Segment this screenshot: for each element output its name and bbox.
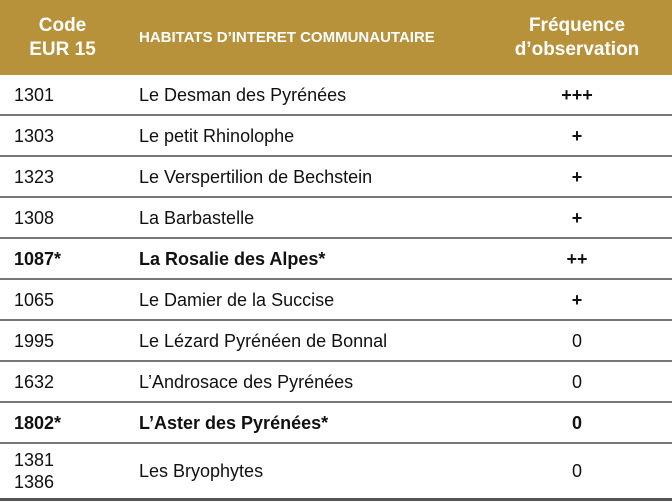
table-cell: Le petit Rhinolophe bbox=[125, 115, 482, 157]
table-cell: + bbox=[482, 115, 672, 157]
table-row: 1802* L’Aster des Pyrénées* 0 bbox=[0, 402, 672, 444]
table-cell: La Barbastelle bbox=[125, 197, 482, 239]
header-cell: Code EUR 15 bbox=[0, 0, 125, 75]
table-cell: 1995 bbox=[0, 320, 125, 362]
table-cell: 1802* bbox=[0, 402, 125, 444]
table-cell: Le Damier de la Succise bbox=[125, 279, 482, 321]
table-cell: Le Lézard Pyrénéen de Bonnal bbox=[125, 320, 482, 362]
header-row: Code EUR 15 HABITATS D’INTERET COMMUNAUT… bbox=[0, 0, 672, 75]
table-row: 1065 Le Damier de la Succise + bbox=[0, 279, 672, 321]
table-cell: + bbox=[482, 197, 672, 239]
table-row: 1308 La Barbastelle + bbox=[0, 197, 672, 239]
table-cell: 1303 bbox=[0, 115, 125, 157]
header-cell: HABITATS D’INTERET COMMUNAUTAIRE bbox=[125, 0, 482, 75]
table-cell: 1065 bbox=[0, 279, 125, 321]
table-cell: 0 bbox=[482, 443, 672, 501]
table-cell: ++ bbox=[482, 238, 672, 280]
table-cell: + bbox=[482, 156, 672, 198]
table-cell: 0 bbox=[482, 361, 672, 403]
table-row: 1995 Le Lézard Pyrénéen de Bonnal 0 bbox=[0, 320, 672, 362]
table-cell: 0 bbox=[482, 320, 672, 362]
table-cell: +++ bbox=[482, 75, 672, 116]
table-cell: 0 bbox=[482, 402, 672, 444]
table-row: 1632 L’Androsace des Pyrénées 0 bbox=[0, 361, 672, 403]
table-cell: Le Desman des Pyrénées bbox=[125, 75, 482, 116]
table-cell: 1301 bbox=[0, 75, 125, 116]
table-row: 1381 1386 Les Bryophytes 0 bbox=[0, 443, 672, 501]
table-cell: 1323 bbox=[0, 156, 125, 198]
table-cell: L’Androsace des Pyrénées bbox=[125, 361, 482, 403]
table-cell: L’Aster des Pyrénées* bbox=[125, 402, 482, 444]
table-row: 1301 Le Desman des Pyrénées +++ bbox=[0, 75, 672, 116]
table-cell: Les Bryophytes bbox=[125, 443, 482, 501]
table-row: 1087* La Rosalie des Alpes* ++ bbox=[0, 238, 672, 280]
table-cell: 1632 bbox=[0, 361, 125, 403]
table-body: 1301 Le Desman des Pyrénées +++ 1303 Le peti… bbox=[0, 75, 672, 501]
table-cell: + bbox=[482, 279, 672, 321]
table-row: 1303 Le petit Rhinolophe + bbox=[0, 115, 672, 157]
header-cell: Fréquence d’observation bbox=[482, 0, 672, 75]
table-cell: Le Verspertilion de Bechstein bbox=[125, 156, 482, 198]
table-cell: 1381 1386 bbox=[0, 443, 125, 501]
table-cell: 1308 bbox=[0, 197, 125, 239]
table-cell: 1087* bbox=[0, 238, 125, 280]
table-row: 1323 Le Verspertilion de Bechstein + bbox=[0, 156, 672, 198]
table-cell: La Rosalie des Alpes* bbox=[125, 238, 482, 280]
